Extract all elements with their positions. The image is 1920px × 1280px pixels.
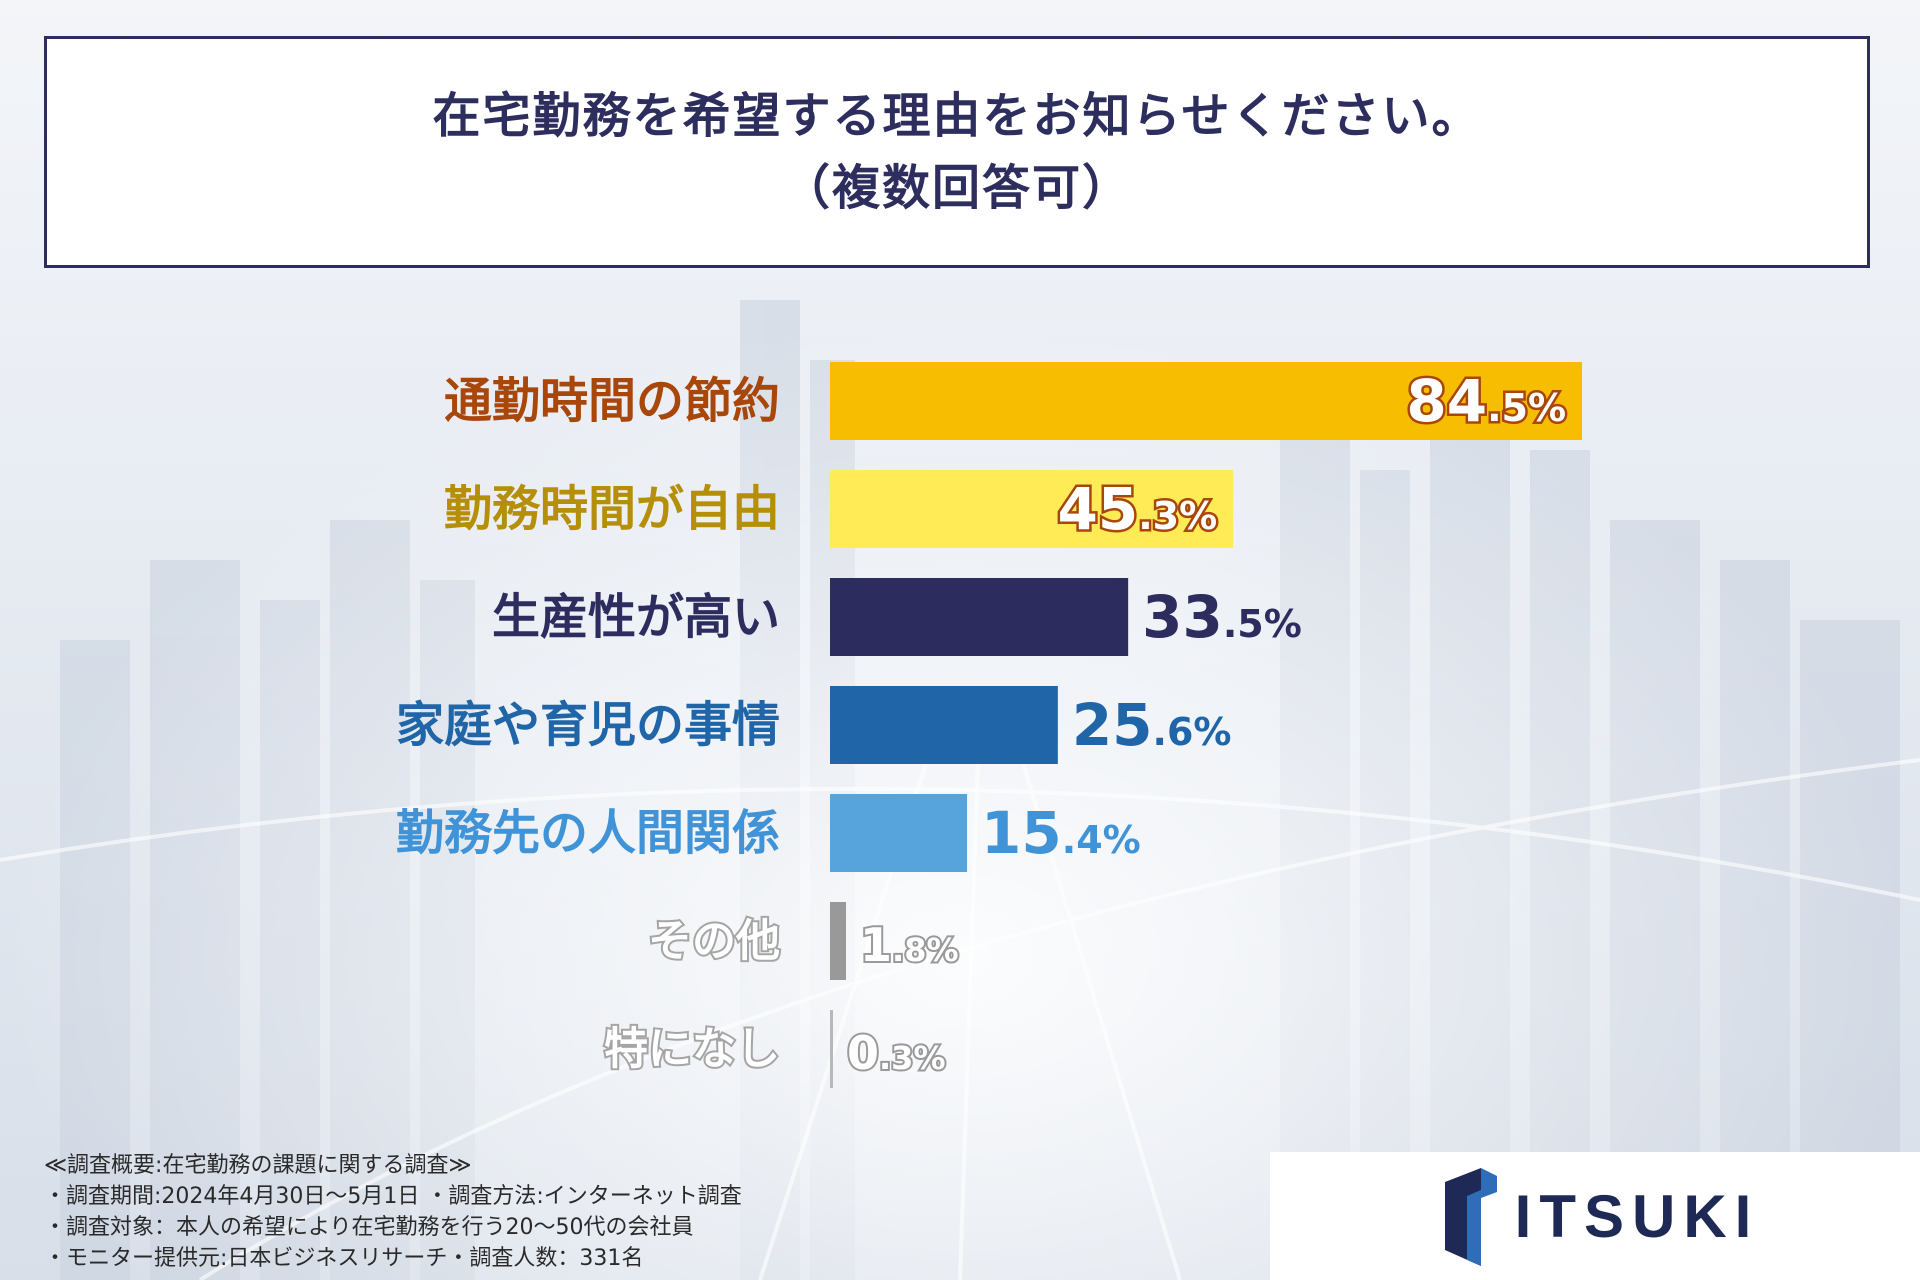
logo: ITSUKI — [1270, 1152, 1920, 1280]
value-label: 25.6% — [1072, 691, 1232, 759]
bar — [830, 794, 968, 872]
bar — [830, 686, 1058, 764]
bar — [830, 578, 1129, 656]
title-box: 在宅勤務を希望する理由をお知らせください。 （複数回答可） — [44, 36, 1870, 268]
value-label: 45.3% — [1057, 475, 1217, 543]
category-label: 勤務時間が自由 — [444, 481, 780, 537]
category-label: 生産性が高い — [492, 589, 780, 645]
category-label: 通勤時間の節約 — [444, 373, 780, 429]
bar — [830, 1010, 833, 1088]
value-label: 1.8% — [860, 918, 959, 972]
category-label: 家庭や育児の事情 — [396, 697, 780, 753]
itsuki-logo-mark-icon — [1444, 1168, 1497, 1266]
category-label: 勤務先の人間関係 — [396, 805, 780, 861]
bar-chart: 通勤時間の節約 84.5% 勤務時間が自由 45.3% 生産性が高い 33.5% 家庭や育児… — [396, 362, 1583, 1088]
bar — [830, 470, 1234, 548]
footnote-line: ・モニター提供元:日本ビジネスリサーチ・調査人数：331名 — [44, 1246, 644, 1271]
value-label: 0.3% — [847, 1026, 946, 1080]
chart-subtitle: （複数回答可） — [781, 160, 1132, 216]
value-label: 15.4% — [981, 799, 1141, 867]
footnote-line: ・調査期間:2024年4月30日～5月1日 ・調査方法:インターネット調査 — [44, 1184, 742, 1209]
logo-text: ITSUKI — [1514, 1182, 1760, 1250]
footnote-line: ≪調査概要:在宅勤務の課題に関する調査≫ — [44, 1153, 472, 1178]
footnote-line: ・調査対象：本人の希望により在宅勤務を行う20～50代の会社員 — [44, 1215, 694, 1240]
category-label: 特になし — [604, 1024, 780, 1075]
bar — [830, 362, 1583, 440]
value-label: 33.5% — [1142, 583, 1302, 651]
survey-footnote: ≪調査概要:在宅勤務の課題に関する調査≫ ・調査期間:2024年4月30日～5月… — [44, 1150, 742, 1274]
chart-title: 在宅勤務を希望する理由をお知らせください。 — [432, 88, 1482, 144]
value-label: 84.5% — [1406, 367, 1566, 435]
bar — [830, 902, 847, 980]
category-label: その他 — [648, 916, 780, 967]
